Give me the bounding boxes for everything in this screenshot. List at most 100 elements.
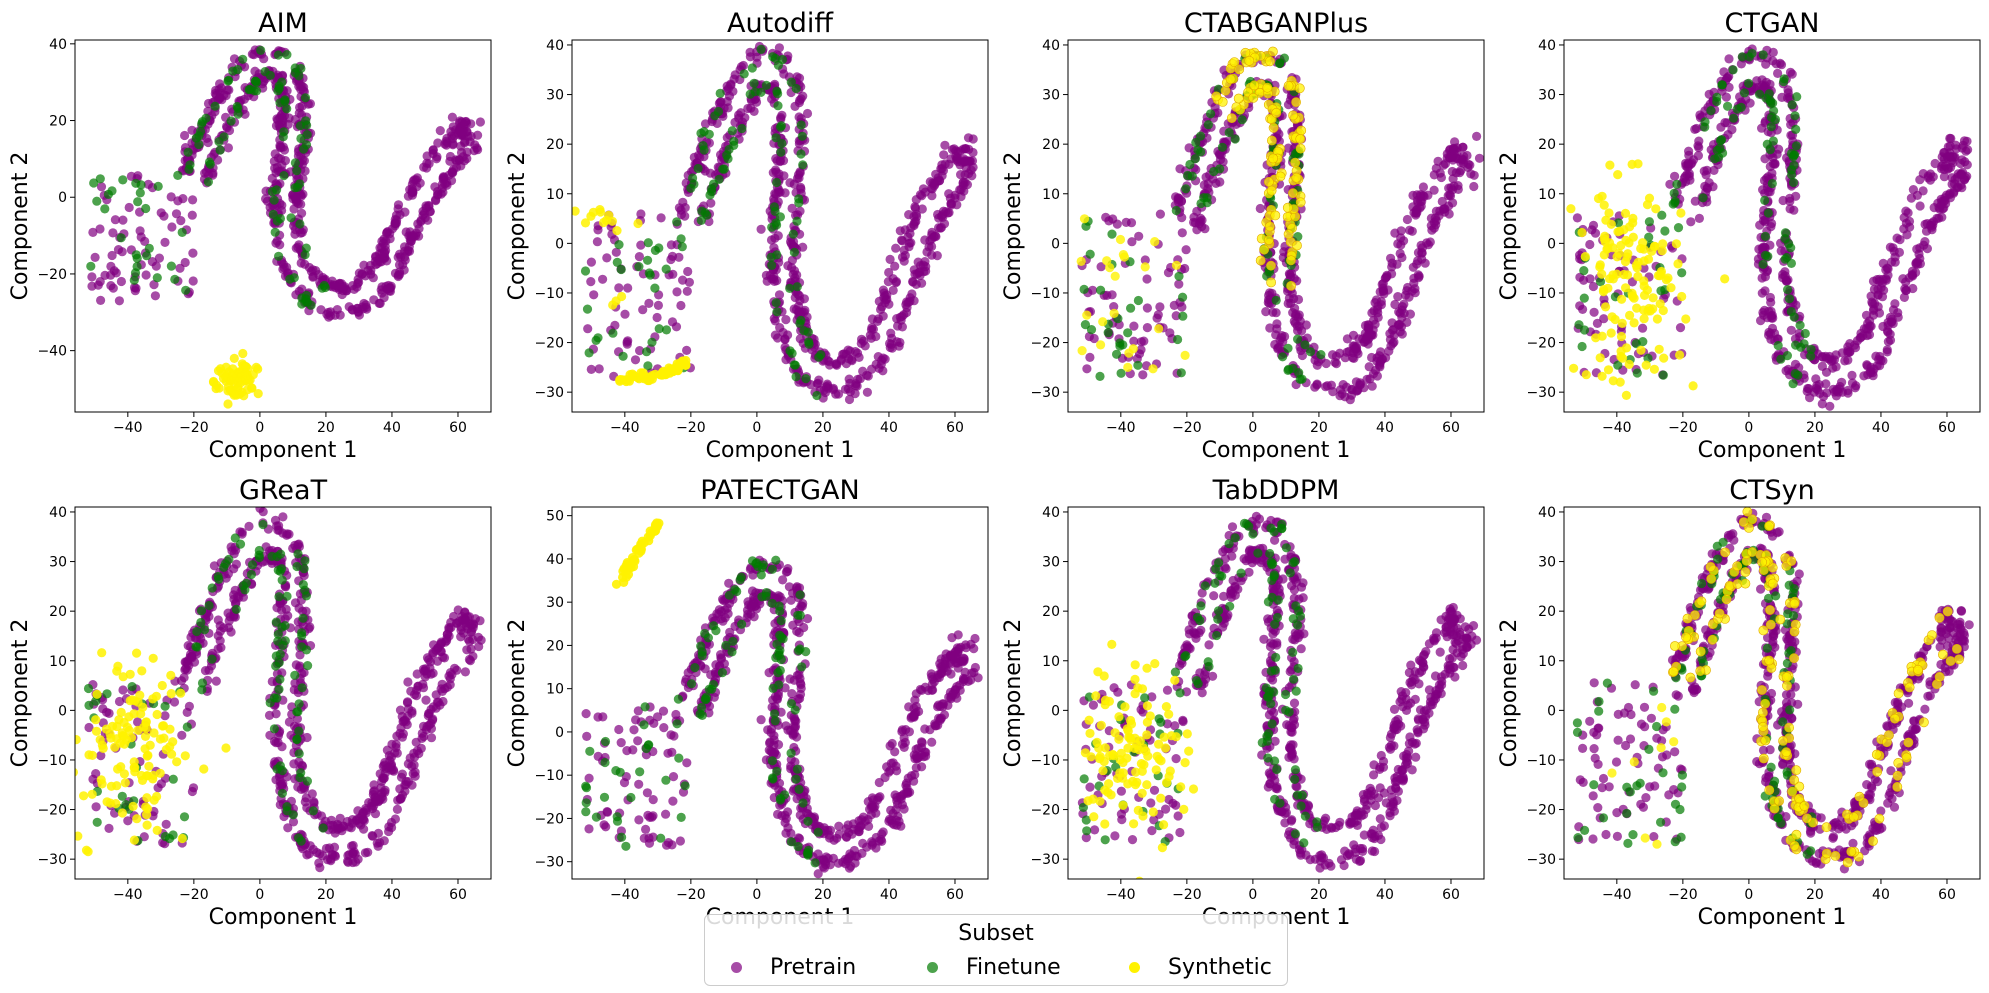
pretrain-point	[1469, 181, 1479, 192]
synthetic-point	[1171, 260, 1182, 270]
synthetic-point	[235, 367, 245, 377]
finetune-point	[1613, 360, 1623, 370]
finetune-point	[688, 173, 698, 183]
pretrain-point	[185, 652, 195, 663]
pretrain-point	[1384, 346, 1394, 356]
finetune-point	[274, 684, 284, 695]
pretrain-point	[789, 304, 799, 314]
plot-points	[572, 41, 978, 405]
y-tick-label: 10	[1042, 187, 1060, 203]
synthetic-point	[1268, 122, 1279, 133]
synthetic-point	[83, 847, 93, 857]
pretrain-point	[213, 615, 223, 625]
x-tick-label: −40	[113, 420, 143, 436]
finetune-point	[1789, 312, 1799, 322]
pretrain-point	[387, 739, 397, 749]
finetune-point	[644, 268, 654, 278]
synthetic-point	[248, 370, 258, 380]
synthetic-point	[1620, 257, 1631, 267]
chart-title: Autodiff	[727, 8, 834, 39]
pretrain-point	[1721, 92, 1731, 102]
pretrain-point	[126, 171, 136, 181]
pretrain-point	[324, 843, 335, 853]
pretrain-point	[224, 85, 234, 95]
finetune-point	[144, 243, 154, 253]
x-tick-label: 20	[814, 420, 832, 436]
x-tick-label: 0	[255, 420, 264, 436]
pretrain-point	[783, 330, 793, 340]
finetune-point	[1783, 285, 1793, 295]
pretrain-point	[897, 236, 908, 246]
finetune-point	[292, 166, 302, 176]
pretrain-point	[1255, 203, 1265, 214]
axes-frame	[571, 39, 989, 413]
pretrain-point	[1866, 291, 1876, 301]
finetune-point	[1787, 100, 1797, 110]
pretrain-point	[460, 136, 470, 147]
pretrain-point	[774, 187, 784, 197]
finetune-point	[1133, 360, 1143, 370]
x-tick-label: 0	[752, 420, 761, 436]
pretrain-point	[586, 257, 597, 267]
finetune-point	[1178, 292, 1188, 302]
pretrain-point	[678, 197, 688, 207]
finetune-point	[303, 661, 313, 671]
pretrain-point	[1184, 143, 1194, 153]
synthetic-point	[1629, 318, 1639, 328]
pretrain-point	[373, 828, 383, 839]
y-tick-label: −30	[534, 385, 564, 401]
pretrain-point	[1915, 253, 1925, 264]
pretrain-point	[598, 274, 608, 284]
synthetic-point	[1625, 310, 1635, 320]
finetune-point	[177, 227, 187, 237]
finetune-point	[654, 324, 664, 334]
finetune-point	[92, 817, 102, 827]
synthetic-point	[1115, 234, 1126, 245]
pretrain-point	[1873, 284, 1883, 294]
pretrain-point	[925, 236, 935, 246]
pretrain-point	[1342, 334, 1352, 344]
pretrain-point	[1413, 256, 1423, 266]
finetune-point	[91, 696, 101, 706]
synthetic-point	[1286, 280, 1296, 291]
pretrain-point	[899, 245, 909, 255]
synthetic-point	[1622, 270, 1633, 280]
synthetic-point	[1632, 303, 1642, 313]
pretrain-point	[1693, 141, 1703, 151]
synthetic-point	[1610, 314, 1620, 325]
pretrain-point	[1270, 339, 1280, 350]
finetune-point	[700, 208, 710, 218]
finetune-point	[181, 285, 191, 295]
pretrain-point	[1399, 299, 1409, 309]
synthetic-point	[681, 355, 691, 366]
synthetic-point	[151, 691, 161, 701]
pretrain-point	[84, 722, 94, 733]
pretrain-point	[1140, 255, 1150, 265]
pretrain-point	[1453, 184, 1463, 194]
synthetic-point	[148, 653, 158, 663]
finetune-point	[790, 360, 800, 370]
finetune-point	[278, 132, 288, 142]
pretrain-point	[400, 207, 410, 217]
pretrain-point	[895, 226, 905, 236]
finetune-point	[1788, 379, 1798, 389]
pretrain-point	[369, 295, 379, 305]
pretrain-point	[1409, 278, 1419, 288]
finetune-point	[591, 335, 601, 345]
pretrain-point	[1328, 350, 1338, 360]
pretrain-point	[141, 270, 151, 280]
finetune-point	[1224, 127, 1234, 138]
pretrain-point	[409, 748, 419, 758]
finetune-point	[95, 174, 105, 184]
pretrain-point	[1821, 379, 1831, 389]
x-tick-label: −20	[1172, 420, 1202, 436]
pretrain-point	[1272, 324, 1282, 334]
pretrain-point	[1129, 336, 1139, 346]
finetune-point	[1202, 193, 1212, 203]
synthetic-point	[1603, 365, 1614, 375]
pretrain-point	[787, 263, 797, 273]
pretrain-point	[229, 54, 240, 64]
synthetic-point	[142, 820, 152, 830]
finetune-point	[789, 247, 800, 257]
finetune-point	[220, 559, 230, 569]
